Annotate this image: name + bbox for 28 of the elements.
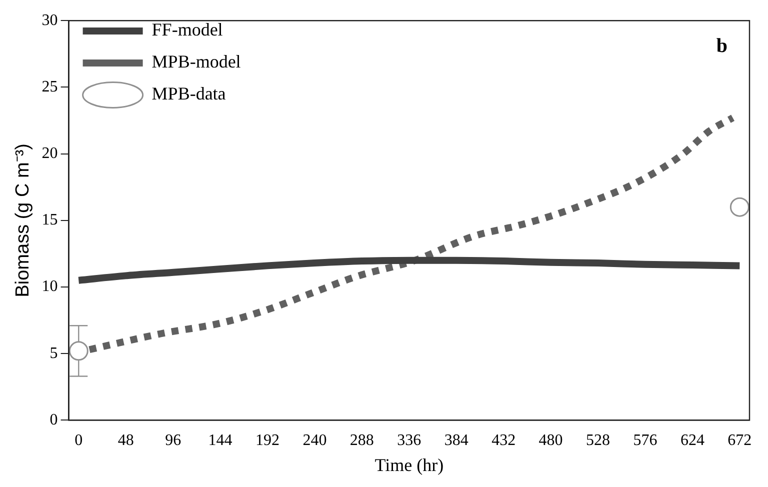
y-tick-label: 10 [42,278,58,296]
legend-label: MPB-data [152,84,226,104]
x-tick-label: 384 [444,432,468,450]
y-tick-label: 30 [42,12,58,29]
x-tick-label: 144 [208,432,232,450]
x-tick-label: 432 [492,432,516,450]
y-tick-label: 25 [42,78,58,96]
x-tick-label: 240 [302,432,327,450]
x-tick-label: 624 [680,432,704,450]
annotation: b [716,34,728,57]
x-axis-title: Time (hr) [374,454,444,475]
x-tick-label: 336 [397,432,422,450]
y-tick-label: 20 [42,145,58,162]
y-tick-label: 0 [50,411,58,428]
x-tick-label: 0 [74,432,83,450]
x-tick-label: 528 [586,432,610,450]
legend-label: MPB-model [152,52,241,72]
x-tick-label: 288 [350,432,374,450]
y-axis-title: Biomass (g C m⁻³) [12,144,34,298]
y-tick-label: 15 [42,212,58,229]
x-tick-label: 672 [728,432,752,450]
x-tick-label: 96 [165,432,182,450]
x-tick-label: 192 [256,432,280,450]
x-tick-label: 48 [118,432,134,450]
x-tick-label: 576 [633,432,658,450]
legend-label: FF-model [152,20,223,40]
x-tick-label: 480 [538,432,563,450]
y-tick-label: 5 [50,344,58,362]
